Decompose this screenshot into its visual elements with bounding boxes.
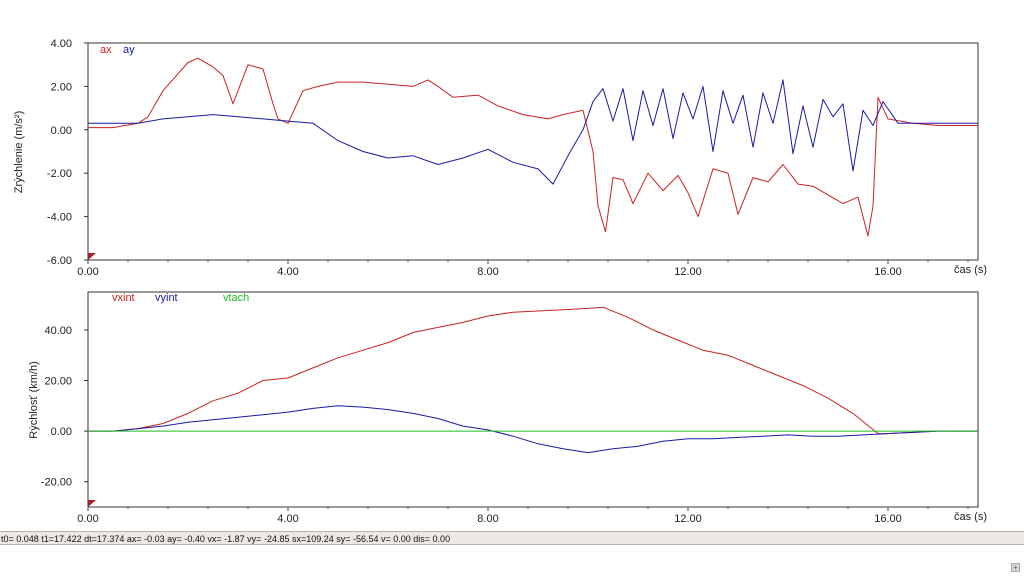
status-bar: t0= 0.048 t1=17.422 dt=17.374 ax= -0.03 … [0,531,1024,545]
legend-vtach: vtach [223,292,249,304]
x-tick-label: 12.00 [674,513,702,525]
y-tick-label: -20.00 [41,477,72,489]
y-tick-label: 2.00 [51,81,72,93]
chart-1: 0.00 4.00 8.00 12.00 16.00 4.00 2.00 0.00 -2.00 -… [13,38,987,278]
y-tick-label: 0.00 [51,125,72,137]
x-tick-label: 16.00 [874,266,902,278]
y-axis-label: Rýchlosť (km/h) [28,361,40,438]
x-tick-label: 12.00 [674,266,702,278]
x-tick-label: 0.00 [77,513,98,525]
y-tick-label: -6.00 [47,255,72,267]
cursor-marker [88,253,96,260]
x-tick-label: 8.00 [477,513,498,525]
y-tick-label: -2.00 [47,168,72,180]
legend-vxint: vxint [112,292,135,304]
x-tick-label: 0.00 [77,266,98,278]
resize-corner-button[interactable]: + [1011,563,1020,572]
cursor-marker [88,500,96,507]
legend-vyint: vyint [155,292,178,304]
series-line-vyint [88,405,978,454]
legend-ay: ay [123,44,135,56]
x-tick-label: 4.00 [277,513,298,525]
y-tick-label: 20.00 [44,376,72,388]
x-tick-label: 4.00 [277,266,298,278]
x-tick-label: 8.00 [477,266,498,278]
legend-ax: ax [100,44,112,56]
y-tick-label: 4.00 [51,38,72,50]
series-line-ax [88,57,978,237]
plot-frame [87,291,979,508]
series-line-vxint [88,306,978,435]
y-axis-label: Zrýchlenie (m/s²) [13,111,25,194]
x-axis-label: čas (s) [954,511,987,523]
y-tick-label: -4.00 [47,212,72,224]
y-tick-label: 40.00 [44,325,72,337]
x-tick-label: 16.00 [874,513,902,525]
series-line-ay [88,79,978,185]
chart-2: 0.00 4.00 8.00 12.00 16.00 40.00 20.00 0.00 -20.… [28,291,987,525]
plot-frame [87,42,979,261]
x-axis-label: čas (s) [954,264,987,276]
y-tick-label: 0.00 [51,426,72,438]
